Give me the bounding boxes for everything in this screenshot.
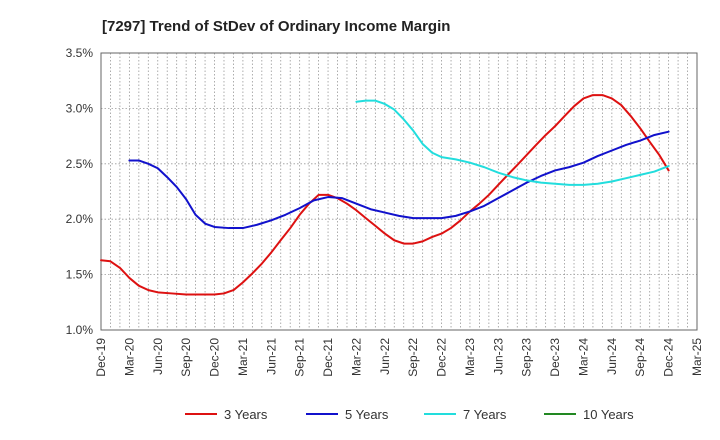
x-tick-label: Jun-24 — [605, 338, 619, 375]
x-tick-label: Dec-21 — [321, 338, 335, 377]
x-tick-label: Dec-20 — [208, 338, 222, 377]
x-tick-label: Sep-24 — [633, 338, 647, 377]
x-axis: Dec-19 Mar-20 Jun-20 Sep-20 Dec-20 Mar-21 Jun-… — [94, 338, 704, 377]
x-tick-label: Dec-22 — [435, 338, 449, 377]
legend-label-7-years: 7 Years — [463, 407, 507, 422]
x-tick-label: Jun-21 — [264, 338, 278, 375]
x-tick-label: Mar-24 — [576, 338, 590, 376]
legend-label-3-years: 3 Years — [224, 407, 268, 422]
x-tick-label: Dec-19 — [94, 338, 108, 377]
x-tick-label: Mar-20 — [122, 338, 136, 376]
x-tick-label: Mar-22 — [349, 338, 363, 376]
x-tick-label: Dec-24 — [662, 338, 676, 377]
series-line-3-years — [100, 94, 670, 296]
series-line-7-years — [355, 99, 670, 186]
series-lines — [100, 94, 670, 296]
x-tick-label: Mar-25 — [690, 338, 704, 376]
x-tick-label: Mar-23 — [463, 338, 477, 376]
x-tick-label: Sep-23 — [520, 338, 534, 377]
x-tick-label: Sep-22 — [406, 338, 420, 377]
series-line-5-years — [128, 130, 670, 230]
x-tick-label: Jun-20 — [151, 338, 165, 375]
x-tick-label: Jun-23 — [491, 338, 505, 375]
legend: 3 Years 5 Years 7 Years 10 Years — [185, 407, 634, 422]
legend-label-10-years: 10 Years — [583, 407, 634, 422]
x-tick-label: Sep-20 — [179, 338, 193, 377]
y-tick-label: 2.5% — [66, 157, 94, 171]
y-tick-label: 1.0% — [66, 323, 94, 337]
plot-frame — [100, 52, 698, 331]
chart-title: [7297] Trend of StDev of Ordinary Income… — [102, 18, 450, 35]
y-tick-label: 2.0% — [66, 212, 94, 226]
y-axis: 1.0% 1.5% 2.0% 2.5% 3.0% 3.5% — [66, 46, 94, 337]
grid — [101, 53, 697, 330]
y-tick-label: 3.5% — [66, 46, 94, 60]
y-tick-label: 1.5% — [66, 268, 94, 282]
x-tick-label: Jun-22 — [378, 338, 392, 375]
x-tick-label: Mar-21 — [236, 338, 250, 376]
x-tick-label: Sep-21 — [293, 338, 307, 377]
legend-label-5-years: 5 Years — [345, 407, 389, 422]
x-tick-label: Dec-23 — [548, 338, 562, 377]
y-tick-label: 3.0% — [66, 101, 94, 115]
